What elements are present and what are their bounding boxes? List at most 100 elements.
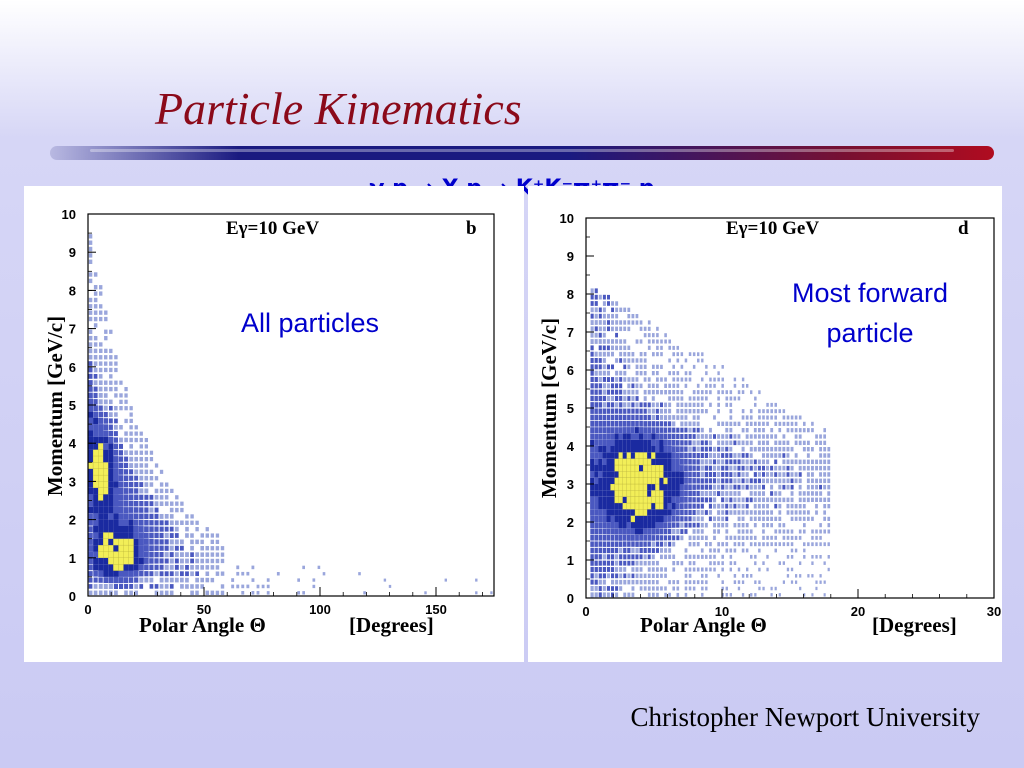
- heatmap-cell: [782, 529, 786, 534]
- heatmap-cell: [680, 496, 684, 503]
- heatmap-cell: [639, 320, 643, 325]
- heatmap-cell: [99, 342, 103, 347]
- heatmap-cell: [246, 584, 250, 589]
- heatmap-cell: [266, 584, 270, 589]
- heatmap-cell: [634, 502, 640, 510]
- heatmap-cell: [174, 539, 179, 545]
- heatmap-cell: [758, 421, 761, 426]
- heatmap-cell: [762, 491, 765, 496]
- heatmap-cell: [729, 415, 733, 420]
- heatmap-cell: [696, 409, 700, 414]
- heatmap-cell: [647, 408, 651, 414]
- heatmap-cell: [606, 383, 611, 389]
- heatmap-cell: [108, 583, 113, 589]
- y-tick-label: 9: [567, 249, 574, 264]
- heatmap-cell: [611, 345, 614, 351]
- heatmap-cell: [594, 503, 599, 510]
- heatmap-cell: [139, 475, 144, 481]
- heatmap-cell: [774, 535, 777, 540]
- heatmap-cell: [590, 573, 594, 579]
- heatmap-cell: [660, 390, 663, 395]
- heatmap-cell: [114, 355, 118, 360]
- heatmap-cell: [688, 371, 692, 376]
- heatmap-cell: [754, 396, 757, 401]
- heatmap-cell: [651, 389, 655, 395]
- heatmap-cell: [149, 520, 154, 526]
- heatmap-cell: [606, 408, 611, 414]
- heatmap-cell: [696, 396, 700, 401]
- heatmap-cell: [754, 535, 757, 540]
- heatmap-cell: [660, 377, 663, 382]
- heatmap-cell: [652, 339, 655, 344]
- heatmap-cell: [93, 348, 98, 354]
- heatmap-cell: [700, 471, 704, 478]
- heatmap-cell: [807, 574, 810, 578]
- heatmap-cell: [758, 567, 761, 572]
- heatmap-cell: [753, 523, 757, 528]
- heatmap-cell: [667, 433, 672, 440]
- heatmap-cell: [128, 494, 134, 501]
- heatmap-cell: [688, 402, 692, 407]
- heatmap-cell: [615, 573, 619, 579]
- heatmap-cell: [790, 415, 794, 420]
- heatmap-cell: [134, 450, 138, 455]
- heatmap-cell: [180, 564, 184, 570]
- heatmap-cell: [615, 332, 618, 338]
- heatmap-cell: [676, 529, 680, 534]
- heatmap-cell: [692, 421, 696, 427]
- heatmap-cell: [590, 566, 594, 573]
- heatmap-cell: [98, 393, 103, 398]
- heatmap-cell: [635, 446, 640, 453]
- heatmap-cell: [109, 405, 113, 411]
- heatmap-cell: [143, 545, 149, 552]
- heatmap-cell: [802, 447, 806, 452]
- heatmap-cell: [144, 463, 149, 468]
- heatmap-cell: [712, 459, 717, 465]
- heatmap-cell: [766, 446, 769, 452]
- heatmap-cell: [692, 446, 696, 452]
- heatmap-cell: [692, 465, 696, 471]
- heatmap-cell: [606, 439, 611, 446]
- heatmap-cell: [475, 591, 478, 595]
- y-tick-label: 8: [567, 287, 574, 302]
- heatmap-cell: [721, 580, 724, 584]
- heatmap-cell: [774, 421, 778, 426]
- heatmap-cell: [118, 450, 123, 456]
- heatmap-cell: [623, 320, 627, 325]
- heatmap-cell: [169, 590, 174, 596]
- heatmap-cell: [180, 520, 184, 525]
- heatmap-cell: [118, 469, 124, 475]
- heatmap-cell: [149, 558, 154, 564]
- heatmap-cell: [108, 430, 114, 437]
- heatmap-cell: [635, 370, 639, 376]
- heatmap-cell: [688, 396, 692, 401]
- heatmap-cell: [679, 484, 684, 491]
- y-tick-label: 10: [62, 207, 76, 222]
- heatmap-cell: [684, 509, 688, 516]
- heatmap-cell: [717, 409, 720, 414]
- heatmap-cell: [639, 364, 643, 370]
- heatmap-cell: [823, 478, 827, 484]
- heatmap-cell: [680, 352, 684, 357]
- heatmap-cell: [154, 532, 159, 539]
- heatmap-cell: [635, 528, 640, 535]
- heatmap-cell: [651, 371, 655, 376]
- heatmap-cell: [700, 434, 704, 439]
- heatmap-cell: [590, 471, 595, 478]
- heatmap-cell: [712, 472, 717, 477]
- heatmap-cell: [134, 463, 139, 468]
- heatmap-cell: [610, 554, 615, 560]
- heatmap-cell: [144, 444, 148, 449]
- heatmap-cell: [823, 542, 826, 547]
- heatmap-cell: [119, 399, 123, 404]
- heatmap-cell: [602, 370, 606, 376]
- heatmap-cell: [647, 573, 651, 578]
- heatmap-cell: [737, 580, 741, 584]
- heatmap-cell: [745, 510, 749, 515]
- heatmap-cell: [602, 452, 607, 459]
- heatmap-cell: [667, 458, 672, 465]
- heatmap-cell: [655, 515, 660, 522]
- heatmap-cell: [671, 509, 676, 516]
- heatmap-cell: [717, 465, 721, 471]
- heatmap-cell: [241, 584, 245, 589]
